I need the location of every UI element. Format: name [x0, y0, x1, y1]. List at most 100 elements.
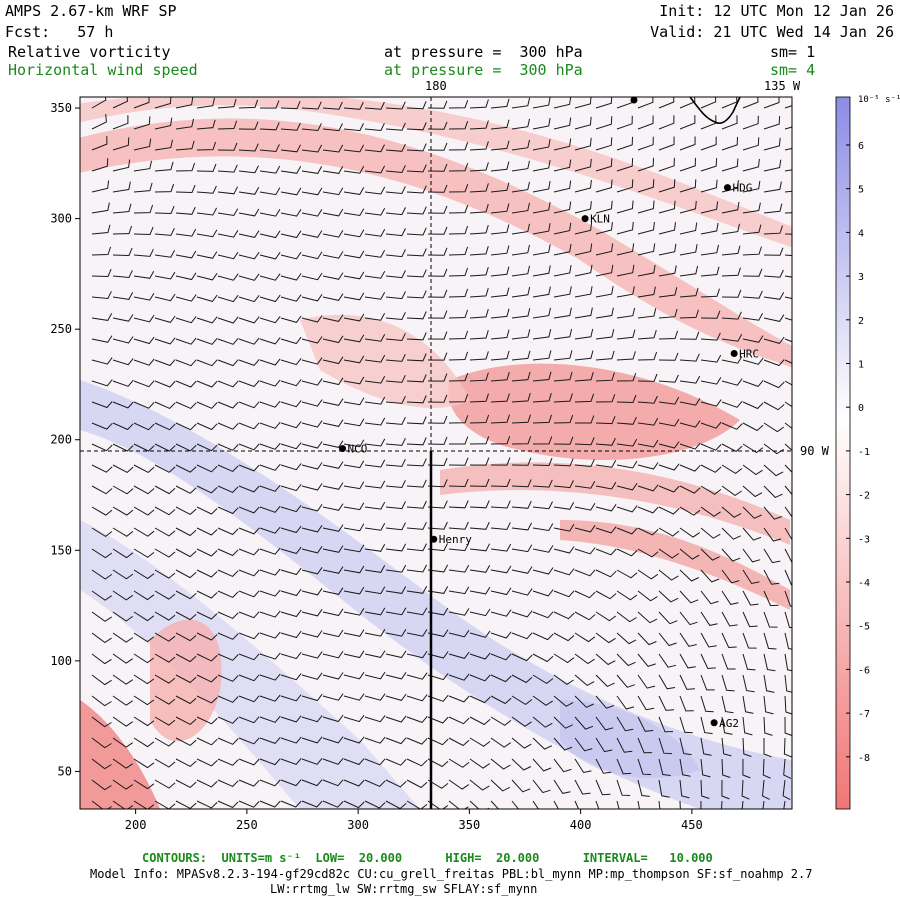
wind-barb	[112, 737, 133, 748]
coastline	[689, 96, 741, 125]
wind-barb	[364, 333, 386, 342]
wind-barb	[490, 203, 510, 214]
wind-barb	[217, 485, 239, 493]
wind-barb	[259, 100, 280, 109]
wind-barb	[427, 694, 449, 702]
wind-barb	[532, 589, 554, 597]
wind-barb	[637, 695, 655, 711]
wind-barb	[196, 273, 218, 281]
colorbar-label: 4	[858, 228, 864, 239]
wind-barb	[700, 632, 717, 648]
wind-barb	[532, 716, 553, 728]
wind-barb	[595, 372, 615, 382]
wind-barb	[784, 464, 792, 473]
wind-barb	[91, 737, 112, 749]
wind-barb	[301, 588, 323, 596]
wind-barb	[469, 478, 490, 487]
wind-barb	[133, 779, 155, 790]
wind-barb	[280, 209, 302, 217]
wind-barb	[364, 480, 386, 489]
wind-barb	[448, 351, 469, 361]
wind-barb	[616, 264, 635, 277]
wind-barb	[658, 136, 675, 151]
wind-barb	[322, 440, 344, 448]
wind-barb	[658, 695, 675, 711]
wind-barb	[532, 118, 551, 130]
wind-barb	[364, 312, 386, 321]
wind-barb	[469, 393, 489, 403]
wind-barb	[280, 736, 302, 744]
wind-barb	[385, 543, 407, 552]
wind-barb	[259, 800, 281, 808]
wind-barb	[406, 672, 428, 680]
wind-barb	[574, 264, 593, 277]
wind-barb	[511, 610, 533, 618]
wind-barb	[175, 228, 197, 237]
wind-barb	[511, 674, 533, 684]
wind-barb	[679, 737, 692, 756]
wind-barb	[322, 714, 344, 723]
wind-barb	[259, 694, 281, 702]
wind-barb	[616, 158, 634, 172]
wind-barb	[658, 265, 677, 277]
wind-barb	[742, 758, 751, 779]
wind-barb	[385, 207, 406, 216]
wind-barb	[196, 674, 218, 683]
wind-barb	[133, 737, 155, 748]
wind-barb	[427, 586, 449, 594]
wind-barb	[574, 674, 595, 687]
wind-barb	[761, 779, 770, 800]
wind-barb	[91, 611, 112, 622]
wind-barb	[385, 416, 406, 425]
wind-barb	[490, 308, 510, 319]
wind-barb	[637, 611, 658, 624]
wind-barb	[595, 481, 617, 490]
wind-barb	[112, 611, 134, 622]
wind-barb	[217, 208, 239, 217]
wind-barb	[721, 485, 742, 497]
wind-barb	[637, 737, 653, 754]
wind-barb	[595, 329, 615, 340]
wind-barb	[301, 462, 323, 470]
wind-barb	[217, 98, 237, 109]
footer-model-info: Model Info: MPASv8.2.3-194-gf29cd82c CU:…	[90, 867, 813, 881]
wind-barb	[511, 414, 531, 424]
wind-barb	[196, 163, 217, 172]
wind-barb	[448, 673, 470, 681]
wind-barb	[301, 525, 323, 533]
field2-level: at pressure = 300 hPa	[384, 61, 583, 79]
wind-barb	[721, 136, 738, 151]
wind-barb	[133, 716, 155, 727]
wind-barb	[637, 439, 659, 448]
wind-barb	[406, 122, 427, 131]
wind-barb	[574, 653, 595, 665]
wind-barb	[343, 565, 365, 574]
colorbar-label: 2	[858, 316, 864, 327]
wind-barb	[112, 506, 134, 516]
wind-barb	[742, 401, 764, 410]
wind-barb	[238, 800, 260, 808]
wind-barb	[448, 695, 470, 703]
wind-barb	[91, 379, 113, 387]
wind-barb	[280, 251, 302, 260]
wind-barb	[301, 715, 323, 723]
wind-barb	[721, 400, 743, 408]
wind-barb	[217, 590, 239, 598]
wind-barb	[301, 187, 323, 196]
wind-barb	[175, 294, 197, 302]
wind-barb	[574, 737, 593, 752]
wind-barb	[343, 208, 365, 217]
wind-barb	[511, 265, 530, 277]
x-axis: 200 250 300 350 400 450	[125, 809, 703, 832]
wind-barb	[133, 695, 155, 706]
wind-barb	[385, 672, 407, 680]
wind-barb	[280, 651, 302, 660]
wind-barb	[490, 98, 510, 109]
wind-barb	[406, 458, 427, 467]
wind-barb	[763, 632, 777, 650]
wind-barb	[196, 632, 218, 641]
wind-barb	[133, 569, 155, 580]
wind-barb	[553, 737, 573, 751]
wind-barb	[616, 632, 637, 645]
wind-barb	[511, 457, 532, 466]
